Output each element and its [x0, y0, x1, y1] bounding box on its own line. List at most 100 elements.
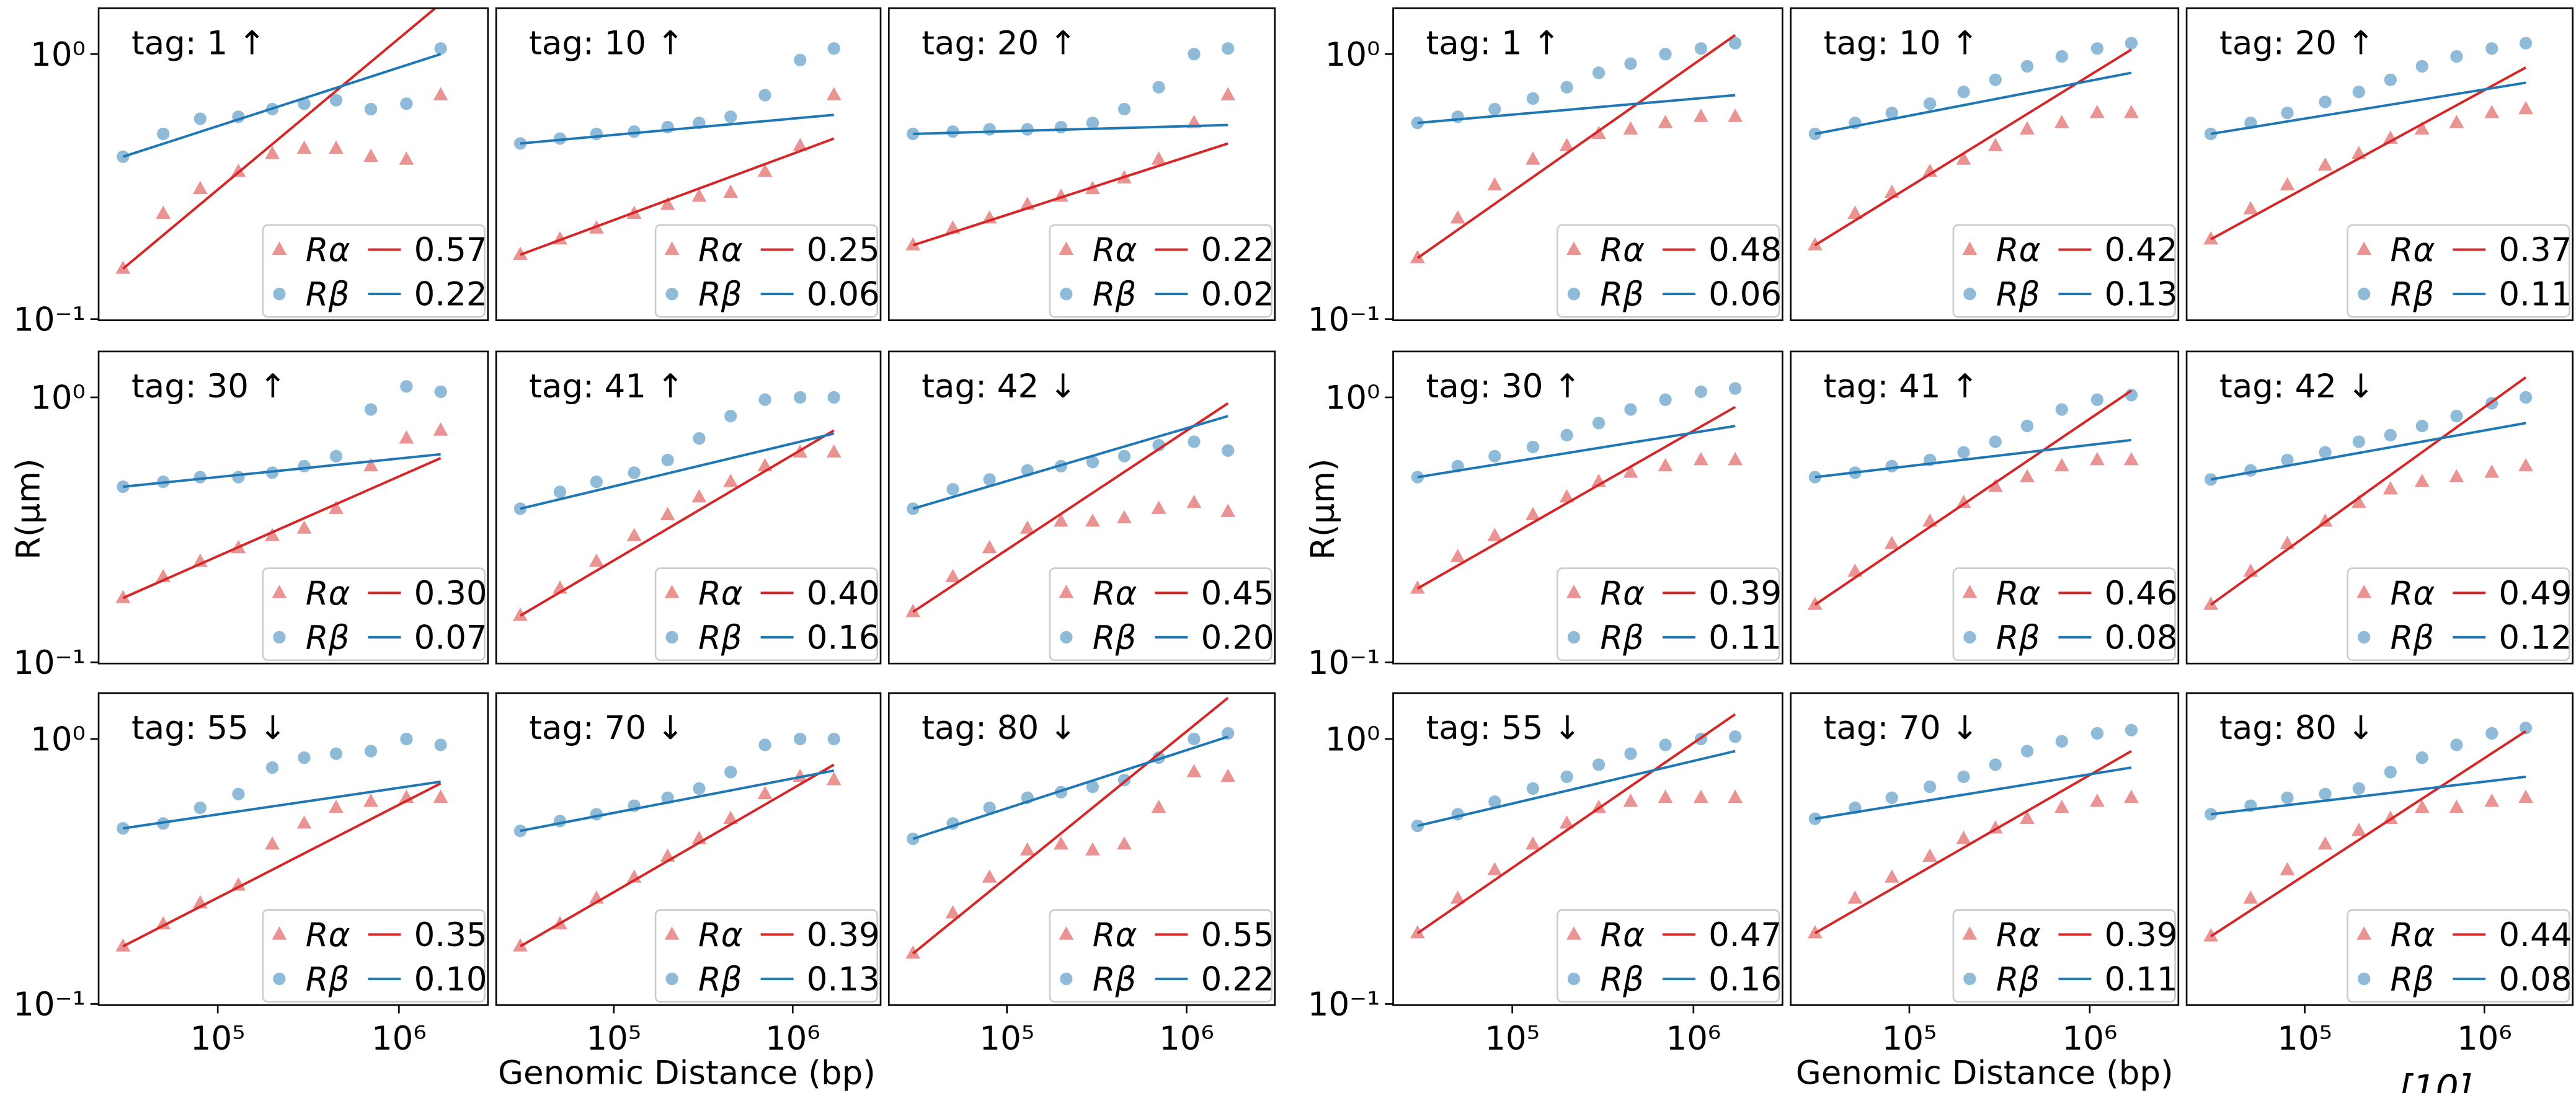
- fit-line: [520, 113, 834, 145]
- legend-label: Rα: [1600, 231, 1645, 269]
- circle-marker: [1592, 66, 1606, 79]
- circle-marker: [2415, 751, 2428, 764]
- x-tick-label: 10⁶: [1666, 1020, 1721, 1058]
- circle-marker: [2352, 435, 2365, 448]
- legend-label: 0.22: [414, 276, 487, 314]
- legend-box: [1557, 909, 1780, 1003]
- circle-marker: [1086, 780, 1099, 794]
- triangle-marker: [1019, 842, 1035, 856]
- fit-line: [912, 402, 1229, 613]
- circle-marker: [794, 732, 807, 746]
- triangle-marker: [1956, 830, 1971, 844]
- legend-box: [262, 224, 486, 318]
- legend-label: 0.57: [414, 231, 487, 269]
- circle-marker: [553, 815, 567, 828]
- circle-marker: [758, 89, 771, 102]
- triangle-marker: [1728, 451, 1743, 466]
- fit-line: [1417, 750, 1736, 828]
- triangle-marker: [664, 241, 680, 255]
- legend-label: Rα: [698, 231, 743, 269]
- circle-marker: [1592, 758, 1606, 771]
- triangle-marker: [115, 590, 131, 603]
- triangle-marker: [2317, 836, 2333, 850]
- circle-marker: [724, 409, 737, 423]
- y-tick-label: 10⁰: [30, 721, 86, 759]
- fit-line: [1417, 94, 1736, 125]
- circle-marker: [1411, 117, 1424, 130]
- circle-marker: [1086, 117, 1099, 130]
- circle-marker: [1451, 110, 1464, 123]
- circle-marker: [2450, 409, 2463, 423]
- circle-marker: [2415, 60, 2428, 73]
- fit-line: [912, 142, 1228, 247]
- circle-marker: [298, 751, 311, 764]
- panel: tag: 41 ↑ Rα 0.46 Rβ 0.08: [1790, 350, 2180, 665]
- circle-marker: [400, 380, 413, 393]
- circle-marker: [1188, 732, 1201, 746]
- circle-marker: [1526, 440, 1540, 454]
- panel-frame: [97, 350, 489, 665]
- triangle-marker: [156, 916, 171, 930]
- panel: tag: 42 ↓ Rα 0.45 Rβ 0.20: [887, 350, 1276, 665]
- legend-label: 0.06: [1708, 276, 1782, 314]
- x-tick-label: 10⁵: [1485, 1020, 1540, 1058]
- triangle-marker: [2090, 104, 2105, 118]
- legend-label: 0.45: [1201, 575, 1274, 613]
- legend-label: 0.39: [2105, 916, 2178, 954]
- plot-area: [513, 391, 842, 621]
- legend-label: Rβ: [1093, 960, 1137, 998]
- circle-marker: [1488, 102, 1501, 116]
- panel-title: tag: 10 ↑: [529, 24, 684, 62]
- circle-marker: [329, 449, 343, 462]
- panel-frame: [887, 350, 1276, 665]
- fit-line: [520, 137, 835, 256]
- circle-marker: [665, 631, 678, 644]
- triangle-marker: [296, 520, 312, 534]
- circle-marker: [1567, 972, 1581, 986]
- fit-line: [2210, 81, 2526, 135]
- triangle-marker: [513, 938, 528, 952]
- triangle-marker: [1450, 890, 1465, 904]
- legend-label: 0.07: [414, 619, 487, 657]
- triangle-marker: [231, 877, 246, 891]
- plot-area: [905, 697, 1236, 959]
- circle-marker: [434, 738, 447, 751]
- triangle-marker: [1186, 494, 1202, 508]
- plot-area: [1410, 382, 1743, 594]
- x-tick-label: 10⁵: [2277, 1020, 2332, 1058]
- panel-title: tag: 55 ↓: [131, 709, 286, 747]
- triangle-marker: [2449, 115, 2464, 128]
- panel-frame: [495, 7, 882, 321]
- circle-marker: [2352, 782, 2365, 795]
- triangle-marker: [1847, 205, 1863, 219]
- triangle-marker: [513, 246, 528, 260]
- circle-marker: [1560, 770, 1573, 784]
- legend-label: Rβ: [2391, 960, 2435, 998]
- triangle-marker: [1988, 138, 2003, 151]
- panel: 10⁰ 10⁻¹ 10⁵ 10⁶ tag: 55 ↓ Rα 0.35 Rβ 0.10: [13, 692, 489, 1058]
- circle-marker: [2020, 745, 2034, 758]
- triangle-marker: [1085, 842, 1100, 856]
- triangle-marker: [2203, 231, 2219, 245]
- y-tick-label: 10⁻¹: [1308, 986, 1380, 1024]
- circle-marker: [661, 453, 674, 467]
- panel-frame: [887, 7, 1276, 321]
- circle-marker: [117, 150, 130, 163]
- circle-marker: [1624, 57, 1637, 70]
- circle-marker: [1957, 446, 1970, 459]
- legend-label: Rα: [1093, 916, 1137, 954]
- triangle-marker: [1956, 494, 1971, 508]
- legend-label: 0.16: [1708, 960, 1782, 998]
- triangle-marker: [1151, 151, 1166, 165]
- legend-label: 0.44: [2498, 916, 2572, 954]
- circle-marker: [1989, 73, 2002, 86]
- triangle-marker: [1410, 580, 1425, 594]
- plot-area: [905, 42, 1236, 250]
- triangle-marker: [329, 500, 344, 514]
- triangle-marker: [272, 926, 287, 940]
- panel-frame: [2185, 692, 2574, 1006]
- circle-marker: [758, 738, 771, 751]
- circle-marker: [364, 745, 378, 758]
- circle-marker: [2358, 972, 2371, 986]
- triangle-marker: [265, 528, 280, 541]
